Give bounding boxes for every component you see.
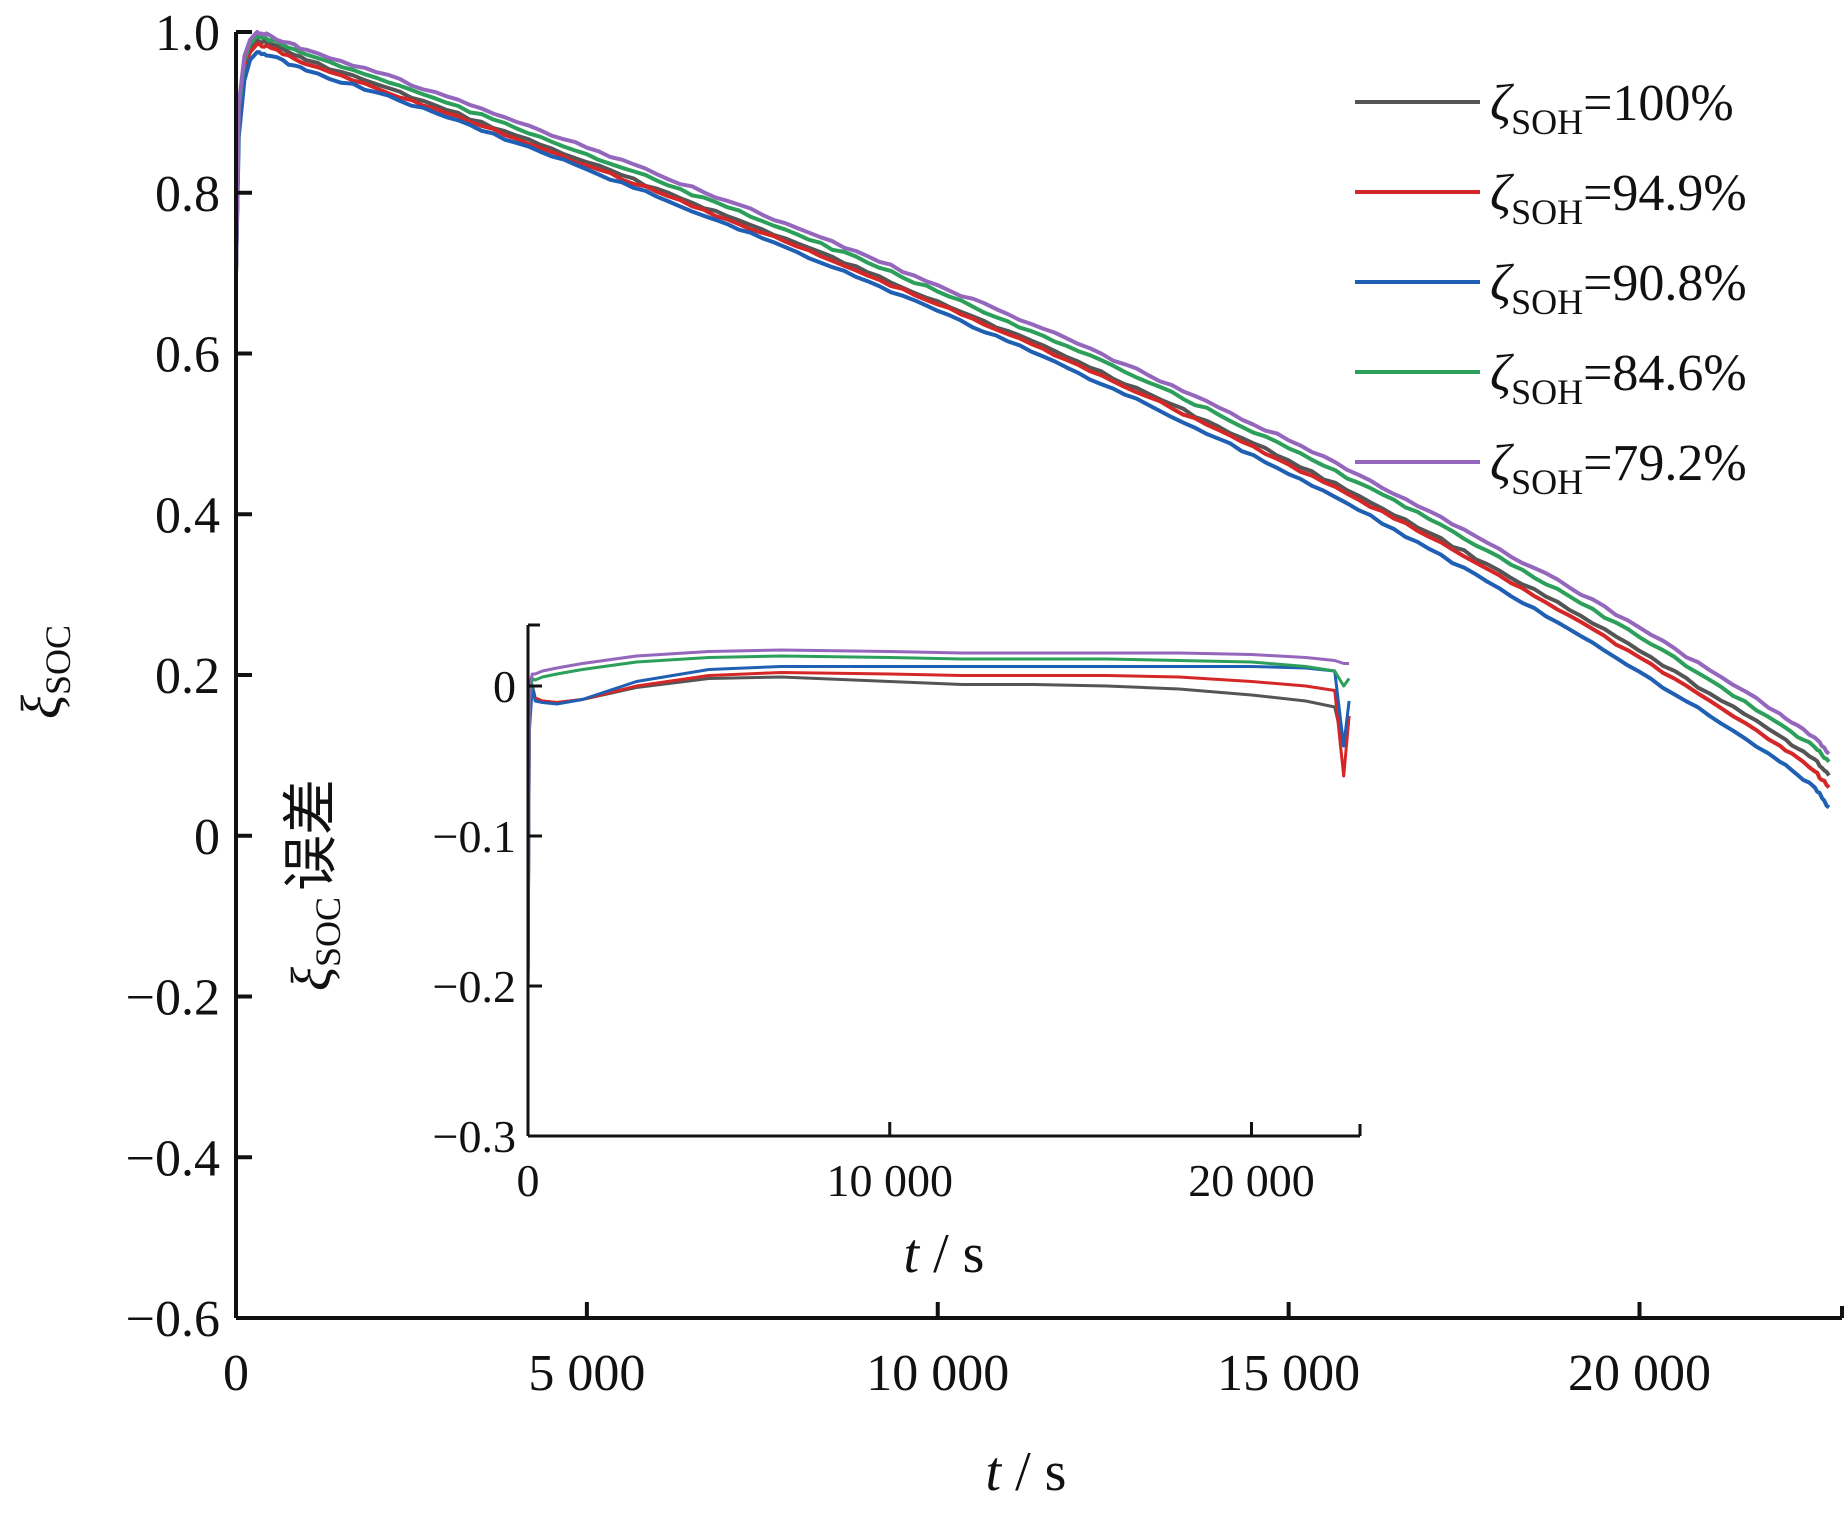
main-x-axis-label-unit: / s — [1001, 1441, 1066, 1503]
main-y-tick-label: 0.6 — [155, 327, 220, 384]
legend-label-sub: SOH — [1511, 192, 1583, 232]
main-x-tick-label: 20 000 — [1568, 1345, 1711, 1402]
legend-label-var: ζ — [1490, 165, 1514, 222]
main-series-line-3 — [234, 50, 1831, 810]
legend: ζSOH=100%ζSOH=94.9%ζSOH=90.8%ζSOH=84.6%ζ… — [1355, 75, 1747, 502]
legend-label-var: ζ — [1490, 75, 1514, 132]
inset-y-axis-label-var: ξ — [281, 967, 343, 991]
inset-x-axis-label-unit: / s — [919, 1223, 984, 1285]
main-x-axis-label-var: t — [986, 1441, 1003, 1503]
inset-y-axis-label-sub: SOC — [308, 897, 348, 967]
legend-label-sub: SOH — [1511, 102, 1583, 142]
inset-series-line-2 — [526, 671, 1351, 987]
inset-y-tick-label: 0 — [493, 661, 516, 712]
inset-x-tick-label: 10 000 — [826, 1155, 953, 1206]
main-x-tick-label: 10 000 — [866, 1345, 1009, 1402]
inset-y-tick-label: −0.3 — [433, 1111, 516, 1162]
main-series-line-5 — [234, 30, 1831, 756]
legend-label-sub: SOH — [1511, 282, 1583, 322]
legend-label-var: ζ — [1490, 255, 1514, 312]
legend-label-5: ζSOH=79.2% — [1490, 435, 1747, 502]
inset-x-axis-label-var: t — [904, 1223, 921, 1285]
main-series-line-1 — [234, 38, 1831, 777]
legend-label-sub: SOH — [1511, 372, 1583, 412]
inset-plot: −0.3 −0.2 −0.1 0 0 10 000 20 000 t / s ξSOC 误差 — [281, 623, 1362, 1285]
main-y-tick-label: −0.2 — [126, 970, 220, 1027]
main-y-tick-label: 0 — [194, 809, 220, 866]
legend-label-value: =100% — [1583, 75, 1734, 132]
main-y-tick-label: −0.6 — [126, 1291, 220, 1348]
legend-label-3: ζSOH=90.8% — [1490, 255, 1747, 322]
inset-series-line-1 — [526, 675, 1351, 987]
main-series-line-4 — [234, 34, 1831, 764]
legend-label-sub: SOH — [1511, 462, 1583, 502]
main-x-tick-label: 5 000 — [528, 1345, 645, 1402]
legend-label-var: ζ — [1490, 435, 1514, 492]
main-x-tick-label: 15 000 — [1217, 1345, 1360, 1402]
main-y-axis-label-sub: SOC — [38, 625, 78, 695]
legend-label-4: ζSOH=84.6% — [1490, 345, 1747, 412]
inset-series-line-5 — [526, 648, 1350, 987]
inset-y-axis-label-suffix: 误差 — [281, 779, 343, 891]
inset-y-axis-label: ξSOC 误差 — [281, 779, 348, 991]
main-y-axis-label: ξSOC — [11, 625, 78, 719]
main-y-tick-label: 0.2 — [155, 648, 220, 705]
legend-label-value: =84.6% — [1583, 345, 1747, 402]
main-x-axis-label: t / s — [986, 1441, 1067, 1503]
main-y-tick-label: −0.4 — [126, 1130, 220, 1187]
legend-label-var: ζ — [1490, 345, 1514, 402]
main-y-tick-label: 0.4 — [155, 487, 220, 544]
main-y-tick-label: 0.8 — [155, 166, 220, 223]
legend-label-1: ζSOH=100% — [1490, 75, 1734, 142]
inset-series-line-3 — [526, 665, 1351, 987]
main-y-axis-label-var: ξ — [11, 695, 73, 719]
legend-label-value: =94.9% — [1583, 165, 1747, 222]
inset-series-line-4 — [526, 654, 1351, 987]
legend-label-value: =90.8% — [1583, 255, 1747, 312]
inset-y-tick-label: −0.2 — [433, 961, 516, 1012]
main-plot: −0.6 −0.4 −0.2 0 0.2 0.4 0.6 0.8 1.0 0 5 000 10 000… — [11, 5, 1844, 1503]
inset-x-tick-label: 20 000 — [1188, 1155, 1315, 1206]
inset-x-tick-label: 0 — [517, 1155, 540, 1206]
inset-y-tick-label: −0.1 — [433, 811, 516, 862]
legend-label-value: =79.2% — [1583, 435, 1747, 492]
main-x-tick-label: 0 — [223, 1345, 249, 1402]
legend-label-2: ζSOH=94.9% — [1490, 165, 1747, 232]
main-series-line-2 — [234, 41, 1831, 789]
main-y-tick-label: 1.0 — [155, 5, 220, 62]
inset-x-axis-label: t / s — [904, 1223, 985, 1285]
